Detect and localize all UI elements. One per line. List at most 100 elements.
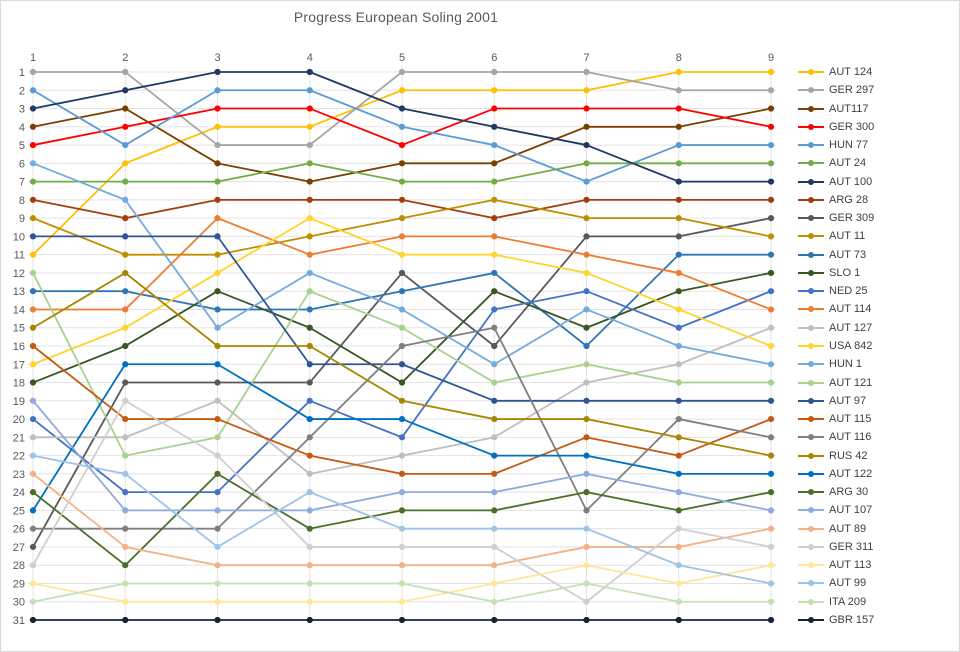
data-point-marker — [767, 233, 775, 240]
data-point-marker — [122, 87, 129, 94]
data-point-marker — [675, 397, 682, 404]
data-point-marker — [491, 361, 498, 368]
legend-line-marker-icon — [798, 543, 824, 551]
series-ita-209 — [29, 580, 775, 605]
data-point-marker — [214, 269, 221, 277]
data-point-marker — [583, 470, 590, 477]
data-point-marker — [675, 616, 682, 624]
legend-line-marker-icon — [798, 214, 824, 222]
y-tick-label: 16 — [13, 341, 25, 353]
data-point-marker — [398, 489, 406, 496]
data-point-marker — [122, 68, 129, 76]
legend-item: AUT 127 — [798, 321, 872, 335]
data-point-marker — [583, 434, 590, 441]
legend-label: ARG 28 — [829, 193, 869, 206]
x-tick-label: 2 — [122, 52, 128, 64]
legend-label: AUT 24 — [829, 157, 867, 170]
y-tick-label: 11 — [14, 250, 25, 262]
data-point-marker — [306, 361, 313, 368]
data-point-marker — [398, 87, 406, 94]
data-point-marker — [214, 525, 221, 532]
x-tick-label: 1 — [30, 52, 36, 64]
data-point-marker — [675, 196, 682, 203]
data-point-marker — [583, 379, 590, 386]
data-point-marker — [675, 178, 682, 185]
data-point-marker — [675, 123, 682, 130]
data-point-marker — [583, 361, 590, 368]
data-point-marker — [214, 361, 221, 368]
series-arg-28 — [29, 196, 775, 222]
series-aut-116 — [29, 324, 775, 532]
legend-item: NED 25 — [798, 284, 868, 298]
data-point-marker — [29, 616, 37, 624]
data-point-marker — [491, 87, 498, 94]
data-point-marker — [306, 87, 313, 94]
data-point-marker — [29, 68, 37, 76]
data-point-marker — [29, 598, 37, 605]
data-point-marker — [398, 324, 406, 331]
series-aut-11 — [29, 196, 775, 258]
series-aut-121 — [29, 269, 775, 459]
data-point-marker — [398, 470, 406, 477]
y-tick-label: 20 — [13, 414, 25, 426]
data-point-marker — [491, 525, 498, 532]
data-point-marker — [398, 342, 406, 350]
y-tick-label: 6 — [19, 158, 25, 170]
data-point-marker — [675, 543, 682, 551]
data-point-marker — [29, 415, 37, 423]
series-aut-124 — [29, 68, 775, 258]
data-point-marker — [306, 196, 313, 203]
legend-label: AUT 114 — [829, 303, 872, 316]
data-point-marker — [306, 178, 313, 185]
data-point-marker — [491, 160, 498, 167]
data-point-marker — [767, 361, 775, 368]
data-point-marker — [583, 288, 590, 295]
data-point-marker — [29, 562, 37, 569]
legend-label: AUT 89 — [829, 522, 867, 535]
series-ger-300 — [29, 105, 775, 149]
data-point-marker — [29, 489, 37, 496]
data-point-marker — [29, 397, 37, 404]
legend-label: AUT 99 — [829, 577, 867, 590]
data-point-marker — [214, 434, 221, 441]
data-point-marker — [767, 306, 775, 313]
legend-item: GBR 157 — [798, 613, 874, 627]
data-point-marker — [583, 580, 590, 587]
data-point-marker — [122, 379, 129, 386]
legend-item: ARG 30 — [798, 485, 868, 499]
data-point-marker — [306, 269, 313, 277]
data-point-marker — [306, 580, 313, 587]
data-point-marker — [767, 507, 775, 514]
data-point-marker — [122, 123, 129, 130]
legend-line-marker-icon — [798, 415, 824, 423]
data-point-marker — [306, 507, 313, 514]
data-point-marker — [122, 507, 129, 514]
x-tick-label: 8 — [676, 52, 682, 64]
data-point-marker — [583, 105, 590, 112]
y-tick-label: 31 — [13, 615, 25, 627]
data-point-marker — [767, 470, 775, 477]
data-point-marker — [491, 123, 498, 130]
data-point-marker — [767, 489, 775, 496]
data-point-marker — [29, 342, 37, 350]
legend-item: AUT 99 — [798, 576, 866, 590]
y-tick-label: 7 — [19, 177, 25, 189]
legend-item: AUT 107 — [798, 503, 872, 517]
legend-line-marker-icon — [798, 379, 824, 387]
data-point-marker — [122, 525, 129, 532]
legend-item: AUT 121 — [798, 376, 872, 390]
legend-label: AUT 127 — [829, 321, 873, 334]
y-tick-label: 3 — [19, 104, 25, 116]
x-tick-label: 6 — [491, 52, 497, 64]
legend-line-marker-icon — [798, 324, 824, 332]
data-point-marker — [29, 233, 37, 240]
data-point-marker — [491, 507, 498, 514]
x-tick-label: 3 — [214, 52, 220, 64]
data-point-marker — [583, 269, 590, 277]
data-point-marker — [767, 178, 775, 185]
data-point-marker — [767, 68, 775, 76]
data-point-marker — [122, 288, 129, 295]
legend-label: GER 297 — [829, 84, 875, 97]
legend-label: NED 25 — [829, 285, 868, 298]
data-point-marker — [583, 598, 590, 605]
